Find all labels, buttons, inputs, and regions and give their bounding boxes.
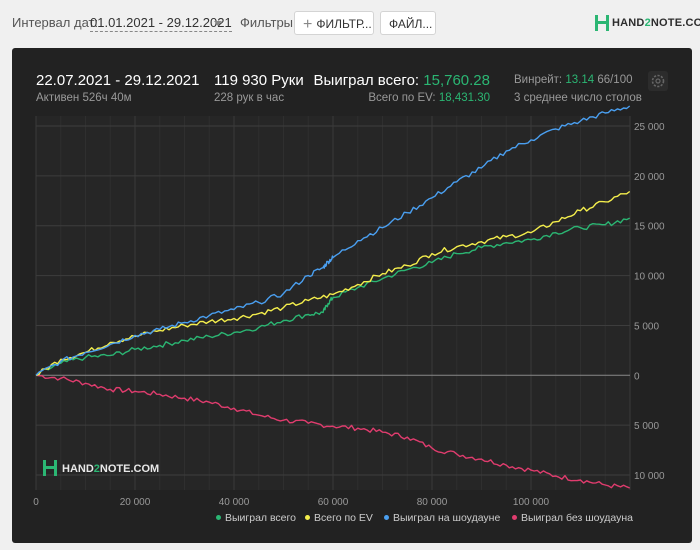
series-line-won — [35, 217, 631, 376]
date-range-select[interactable]: 01.01.2021 - 29.12.2021 — [90, 15, 232, 32]
period-range: 22.07.2021 - 29.12.2021 — [36, 72, 200, 89]
legend-dot — [305, 514, 310, 520]
legend-label: Выиграл на шоудауне — [393, 512, 501, 524]
logo-text-b: 2 — [644, 17, 651, 29]
filter-button-label: ФИЛЬТР... — [316, 17, 372, 31]
won-label: Выиграл всего: — [313, 72, 420, 89]
x-tick-label: 40 000 — [219, 497, 250, 508]
watermark-text-a: HAND — [62, 463, 94, 475]
x-tick-label: 100 000 — [513, 497, 550, 508]
y-tick-label: 15 000 — [634, 222, 665, 233]
won-value: 15,760.28 — [423, 72, 490, 89]
series-line-ev — [35, 190, 631, 376]
profit-chart: 25 000 20 000 15 000 10 000 5 000 0 5 000 10 00… — [33, 105, 665, 508]
y-tick-label: 10 000 — [634, 471, 665, 482]
active-time: Активен 526ч 40м — [36, 92, 132, 104]
y-tick-label: 20 000 — [634, 172, 665, 183]
graph-panel: 22.07.2021 - 29.12.2021 Активен 526ч 40м… — [12, 48, 692, 543]
watermark-logo-icon — [43, 460, 57, 476]
legend-dot — [216, 514, 221, 520]
x-tick-label: 0 — [33, 497, 39, 508]
gear-icon — [651, 74, 665, 88]
x-tick-label: 20 000 — [120, 497, 151, 508]
avg-tables: 3 среднее число столов — [514, 92, 642, 104]
logo-text-a: HAND — [612, 17, 645, 29]
watermark-text-c: NOTE.COM — [99, 463, 160, 475]
filter-button[interactable]: + ФИЛЬТР... — [294, 11, 374, 35]
toolbar: Интервал дат: 01.01.2021 - 29.12.2021 Фи… — [0, 0, 700, 46]
legend-item-ev[interactable]: Всего по EV — [305, 512, 373, 524]
logo-text-c: NOTE.COM — [650, 17, 700, 29]
legend-item-won[interactable]: Выиграл всего — [216, 512, 296, 524]
y-tick-label: 10 000 — [634, 272, 665, 283]
legend-label: Выиграл без шоудауна — [521, 512, 633, 524]
legend-dot — [384, 514, 389, 520]
legend-label: Всего по EV — [314, 512, 373, 524]
y-tick-label: 0 — [634, 371, 640, 382]
legend-item-nonshowdown[interactable]: Выиграл без шоудауна — [512, 512, 633, 524]
winrate: Винрейт: 13.14 66/100 — [514, 74, 633, 86]
plus-icon: + — [303, 16, 313, 33]
hands-per-hour: 228 рук в час — [214, 92, 285, 104]
file-button[interactable]: ФАЙЛ... — [380, 11, 436, 35]
y-tick-label: 25 000 — [634, 122, 665, 133]
legend-label: Выиграл всего — [225, 512, 296, 524]
series-line-nonshowdown — [35, 374, 630, 489]
ev-label: Всего по EV: — [368, 92, 436, 104]
ev-total: Всего по EV: 18,431.30 — [368, 92, 490, 104]
logo-icon — [595, 15, 609, 31]
hands-count: 119 930 Руки — [214, 72, 304, 89]
watermark-text-b: 2 — [93, 463, 100, 475]
file-button-label: ФАЙЛ... — [389, 17, 433, 31]
winrate-suffix: 66/100 — [597, 74, 633, 86]
x-tick-label: 80 000 — [417, 497, 448, 508]
legend-dot — [512, 514, 517, 520]
winrate-value: 13.14 — [565, 74, 595, 86]
series-line-showdown — [35, 105, 631, 376]
settings-button[interactable] — [648, 71, 668, 91]
y-tick-label: 5 000 — [634, 421, 659, 432]
y-tick-label: 5 000 — [634, 321, 659, 332]
chevron-down-icon[interactable] — [214, 21, 222, 26]
legend-item-showdown[interactable]: Выиграл на шоудауне — [384, 512, 500, 524]
winrate-label: Винрейт: — [514, 74, 563, 86]
filters-label: Фильтры: — [240, 15, 297, 30]
date-interval-label: Интервал дат: — [12, 15, 99, 30]
x-tick-label: 60 000 — [318, 497, 349, 508]
ev-value: 18,431.30 — [438, 92, 490, 104]
won-total: Выиграл всего: 15,760.28 — [314, 72, 490, 89]
